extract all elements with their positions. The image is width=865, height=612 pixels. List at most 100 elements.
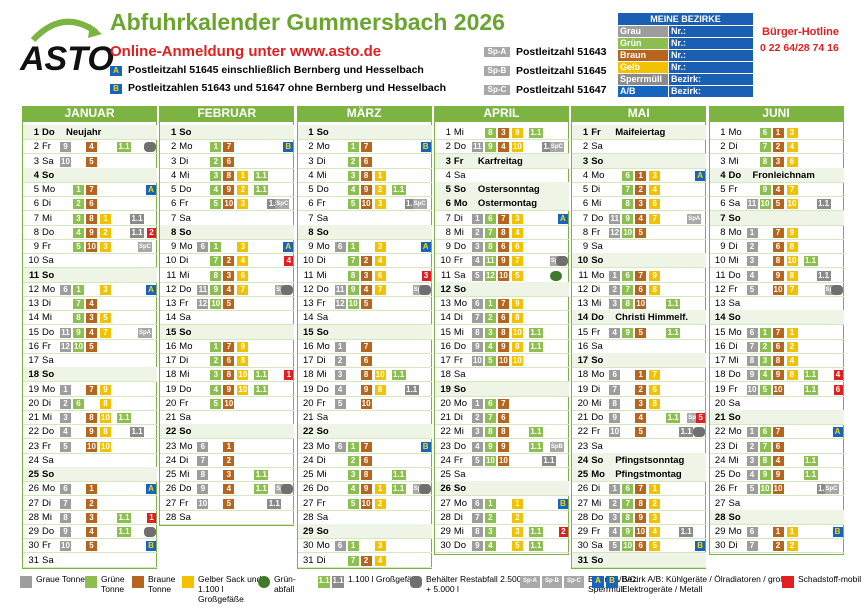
day-number: 29 xyxy=(440,526,451,537)
badge-g: 9 xyxy=(471,541,483,552)
badge-g: 10 xyxy=(60,541,71,552)
badge-g: 6 xyxy=(60,484,71,495)
weekday: Fr xyxy=(453,155,464,167)
badge-r: 4 xyxy=(833,370,843,381)
badge-g: 1 xyxy=(746,227,758,238)
badge-y: 10 xyxy=(100,441,111,452)
day-number: 9 xyxy=(445,241,451,252)
day-row xyxy=(709,453,844,468)
day-row xyxy=(23,553,157,568)
badge-L: 1.1 xyxy=(254,170,269,181)
badge-b: 8 xyxy=(360,170,372,181)
day-row xyxy=(160,467,295,482)
weekday: Mo xyxy=(453,298,468,309)
legend-text: Grün-abfall xyxy=(274,574,296,594)
badge-y: 4 xyxy=(786,356,798,366)
badge-y: 3 xyxy=(100,284,111,295)
badge-g: 9 xyxy=(60,142,71,153)
badge-B: B xyxy=(606,576,618,588)
badge-n: 2 xyxy=(210,356,222,366)
badge-b: 5 xyxy=(360,299,372,309)
badge-b: 5 xyxy=(635,427,647,438)
weekday: Di xyxy=(591,283,601,295)
badge-b xyxy=(132,576,144,588)
day-number: 3 xyxy=(308,155,314,167)
badge-g: 1 xyxy=(60,384,71,395)
badge-b: 8 xyxy=(223,370,235,381)
weekday: Do xyxy=(316,383,329,395)
badge-y: 4 xyxy=(649,185,661,195)
header-line: Postleitzahl 51645 einschließlich Bernbe… xyxy=(128,64,424,76)
badge-D: 1.1 xyxy=(541,142,556,153)
day-number: 17 xyxy=(28,355,39,366)
badge-y: 10 xyxy=(374,370,386,381)
badge-B: B xyxy=(420,441,431,452)
month-header: JANUAR xyxy=(22,106,157,121)
weekday: Mi xyxy=(179,169,190,181)
day-number: 28 xyxy=(577,511,589,523)
day-row xyxy=(23,382,157,397)
day-row xyxy=(297,396,432,411)
badge-g: 5 xyxy=(60,441,71,452)
day-number: 2 xyxy=(582,141,589,153)
day-number: 8 xyxy=(33,226,39,238)
day-number: 19 xyxy=(28,383,39,395)
badge-g: 7 xyxy=(471,512,483,523)
badge-y: 6 xyxy=(511,242,523,252)
badge-T xyxy=(258,576,270,588)
day-number: 1 xyxy=(445,127,451,138)
day-row xyxy=(297,424,432,440)
badge-g: 6 xyxy=(334,242,346,252)
weekday: Mo xyxy=(453,198,468,210)
badge-L: 1.1 xyxy=(528,427,543,438)
day-number: 24 xyxy=(714,454,726,466)
badge-y: 3 xyxy=(237,199,249,210)
badge-y: 8 xyxy=(786,242,798,252)
day-number: 22 xyxy=(714,426,726,438)
weekday: Fr xyxy=(179,497,189,509)
day-number: 23 xyxy=(28,440,39,452)
day-number: 4 xyxy=(720,169,726,181)
badge-L: 1.1 xyxy=(391,484,406,495)
badge-b: 6 xyxy=(497,242,509,252)
day-row xyxy=(709,210,844,226)
badge-b: 1 xyxy=(772,128,784,138)
badge-b: 9 xyxy=(772,470,784,480)
weekday: So xyxy=(453,283,467,295)
badge-b: 4 xyxy=(635,213,647,224)
day-number: 12 xyxy=(577,283,589,295)
badge-n: 8 xyxy=(622,512,634,523)
weekday: Do xyxy=(179,483,192,495)
day-row xyxy=(160,339,295,354)
badge-L: 1.1 xyxy=(254,384,269,395)
badge-b: 6 xyxy=(772,242,784,252)
day-number: 29 xyxy=(714,526,726,537)
badge-g: 5 xyxy=(746,484,758,495)
badge-b: 5 xyxy=(86,156,97,167)
day-row xyxy=(160,182,295,197)
day-number: 23 xyxy=(165,440,177,452)
badge-b: 8 xyxy=(86,413,97,423)
badge-g: 2 xyxy=(334,356,346,366)
day-number: 20 xyxy=(577,397,589,409)
weekday: Do xyxy=(42,326,55,338)
weekday: So xyxy=(453,483,467,495)
day-number: 10 xyxy=(165,255,177,267)
weekday: Fr xyxy=(728,483,738,495)
day-row xyxy=(297,268,432,283)
weekday: Mo xyxy=(453,497,468,509)
day-number: 26 xyxy=(714,483,726,495)
badge-n: 1 xyxy=(210,242,222,252)
day-row xyxy=(23,467,157,482)
day-row xyxy=(160,453,295,468)
badge-b: 2 xyxy=(223,256,235,267)
day-row xyxy=(572,382,707,397)
day-number: 29 xyxy=(577,526,589,537)
badge-L: 1.1 xyxy=(254,484,269,495)
badge-g: 3 xyxy=(609,512,621,523)
weekday: Mo xyxy=(42,184,56,195)
badge-y: 8 xyxy=(511,313,523,324)
badge-g: 3 xyxy=(471,242,483,252)
day-number: 7 xyxy=(582,212,589,224)
badge-n: 7 xyxy=(759,142,771,153)
